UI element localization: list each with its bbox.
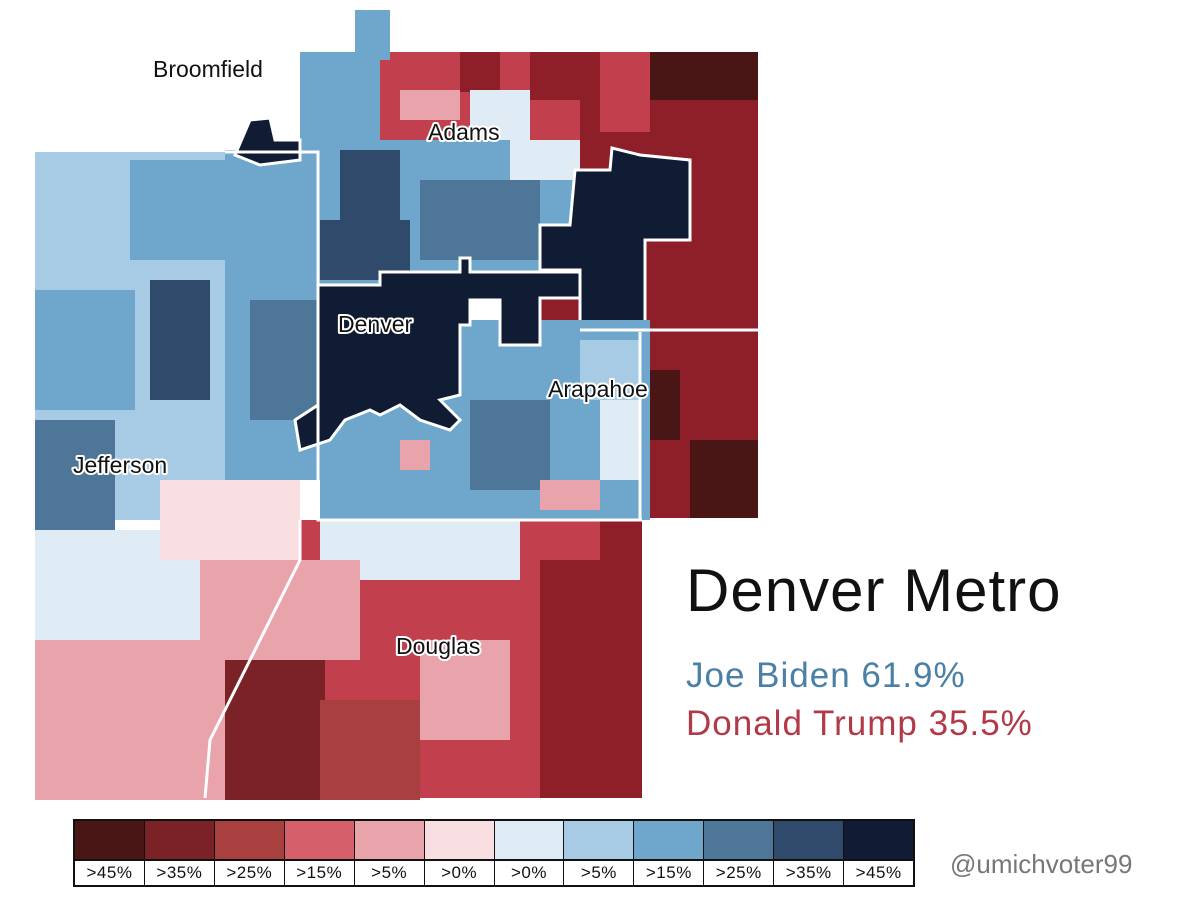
southwest-region [200,560,420,800]
legend-item: >5% [354,821,425,885]
county-label-douglas: Douglas [396,633,480,659]
legend-label: >45% [86,863,133,882]
biden-result: Joe Biden 61.9% [686,656,966,696]
trump-result: Donald Trump 35.5% [686,704,1033,744]
denver-county [293,256,582,452]
legend-label: >25% [226,863,273,882]
legend-swatch [75,821,144,861]
biden-pct: 61.9% [861,656,966,695]
legend-label: >45% [855,863,902,882]
legend-item: >15% [634,821,705,885]
legend-item: >45% [75,821,145,885]
legend-label: >35% [785,863,832,882]
legend-label: >15% [296,863,343,882]
biden-name: Joe Biden [686,656,851,695]
east-plains-region [520,52,758,518]
legend-swatch [214,821,284,861]
legend-item: >25% [704,821,775,885]
legend-item: >0% [494,821,565,885]
legend-swatch [284,821,354,861]
legend-item: >35% [144,821,215,885]
legend-swatch [844,821,914,861]
legend-label: >35% [156,863,203,882]
adams-core-region [300,140,580,290]
color-legend: >45% >35% >25% >15% >5% >0% >0% >5% >15% >25% >35%… [73,819,915,887]
county-label-arapahoe: Arapahoe [548,376,648,402]
legend-swatch [564,821,634,861]
county-label-jefferson: Jefferson [73,452,167,478]
trump-pct: 35.5% [928,704,1033,743]
legend-item: >0% [424,821,495,885]
legend-label: >5% [580,863,617,882]
map-title: Denver Metro [686,557,1062,624]
legend-swatch [144,821,214,861]
legend-swatch [774,821,844,861]
legend-swatch [634,821,704,861]
legend-swatch [494,821,564,861]
legend-label: >0% [510,863,547,882]
legend-label: >5% [371,863,408,882]
legend-item: >15% [284,821,355,885]
legend-label: >25% [715,863,762,882]
legend-swatch [704,821,774,861]
legend-item: >5% [564,821,635,885]
north-adams-region [300,10,530,142]
legend-label: >15% [645,863,692,882]
county-label-denver: Denver [338,311,412,337]
legend-item: >45% [844,821,914,885]
county-boundaries [203,150,758,799]
legend-swatch [354,821,424,861]
legend-label: >0% [441,863,478,882]
county-label-adams: Adams [428,119,500,145]
legend-item: >25% [214,821,285,885]
trump-name: Donald Trump [686,704,918,743]
legend-item: >35% [774,821,845,885]
author-credit: @umichvoter99 [950,849,1133,879]
county-label-broomfield: Broomfield [153,56,263,82]
broomfield-area [233,116,302,167]
legend-swatch [424,821,494,861]
